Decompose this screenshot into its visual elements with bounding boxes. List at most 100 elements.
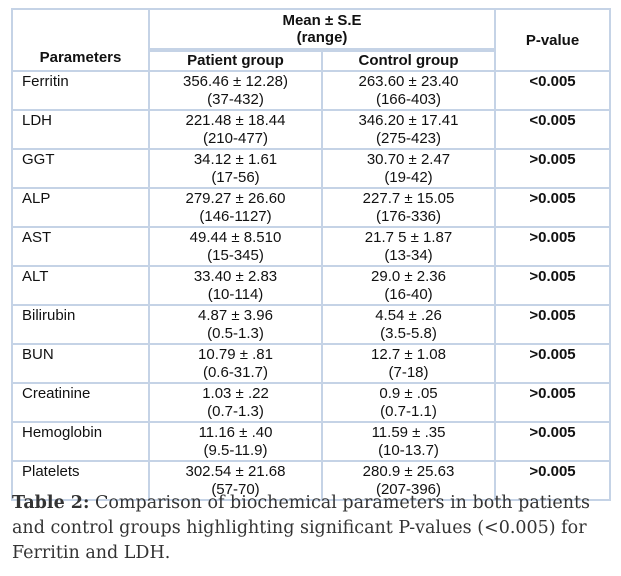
control-group-cell-mean: 11.59 ± .35 — [371, 424, 446, 441]
p-value-cell: >0.005 — [494, 148, 611, 189]
control-group-cell: 11.59 ± .35 (10-13.7) — [321, 421, 496, 462]
patient-group-cell: 1.03 ± .22 (0.7-1.3) — [148, 382, 323, 423]
patient-group-cell-range: (10-114) — [207, 285, 264, 303]
table-row: BUN 10.79 ± .81 (0.6-31.7) 12.7 ± 1.08 (7-18… — [11, 343, 611, 384]
table-row: Bilirubin 4.87 ± 3.96 (0.5-1.3) 4.54 ± .26(… — [11, 304, 611, 345]
patient-group-cell-range: (9.5-11.9) — [203, 441, 268, 459]
patient-group-cell: 221.48 ± 18.44 (210-477) — [148, 109, 323, 150]
patient-group-cell: 34.12 ± 1.61 (17-56) — [148, 148, 323, 189]
p-value-cell: >0.005 — [494, 304, 611, 345]
patient-group-cell-range: (37-432) — [207, 90, 264, 108]
p-value-cell: >0.005 — [494, 460, 611, 501]
control-group-cell: 280.9 ± 25.63 (207-396) — [321, 460, 496, 501]
control-group-cell-range: (3.5-5.8) — [380, 324, 437, 342]
patient-group-cell: 11.16 ± .40 (9.5-11.9) — [148, 421, 323, 462]
table-row: ALT 33.40 ± 2.83 (10-114) 29.0 ± 2.36 (16-40… — [11, 265, 611, 306]
control-group-cell-range: (166-403) — [375, 90, 442, 108]
patient-group-cell-mean: 4.87 ± 3.96 — [198, 307, 273, 324]
control-group-cell: 29.0 ± 2.36 (16-40) — [321, 265, 496, 306]
control-group-cell-mean: 346.20 ± 17.41 — [358, 112, 459, 129]
patient-group-cell-mean: 33.40 ± 2.83 — [193, 268, 278, 285]
results-table-container: Parameters Mean ± S.E (range) P-value Pa… — [11, 8, 611, 501]
patient-group-cell-mean: 34.12 ± 1.61 — [193, 151, 278, 168]
table-row: Hemoglobin 11.16 ± .40 (9.5-11.9) 11.59 ± .… — [11, 421, 611, 462]
caption-label: Table 2: — [12, 493, 90, 513]
patient-group-cell: 279.27 ± 26.60 (146-1127) — [148, 187, 323, 228]
caption-text: Comparison of biochemical parameters in … — [12, 493, 591, 563]
header-mean-line2: (range) — [296, 29, 348, 46]
p-value-cell: >0.005 — [494, 265, 611, 306]
control-group-cell-range: (176-336) — [375, 207, 442, 225]
control-group-cell-mean: 29.0 ± 2.36 — [371, 268, 446, 285]
control-group-cell-range: (7-18) — [388, 363, 429, 381]
parameter-cell: ALT — [11, 265, 150, 306]
parameter-cell: Ferritin — [11, 70, 150, 111]
table-row: LDH 221.48 ± 18.44 (210-477) 346.20 ± 17.41… — [11, 109, 611, 150]
header-parameters: Parameters — [11, 8, 150, 72]
p-value-cell: >0.005 — [494, 343, 611, 384]
control-group-cell: 227.7 ± 15.05 (176-336) — [321, 187, 496, 228]
patient-group-cell-mean: 10.79 ± .81 — [198, 346, 273, 363]
parameter-cell: Creatinine — [11, 382, 150, 423]
table-caption: Table 2: Comparison of biochemical param… — [12, 491, 612, 566]
patient-group-cell-mean: 49.44 ± 8.510 — [189, 229, 282, 246]
parameter-cell: Bilirubin — [11, 304, 150, 345]
patient-group-cell: 10.79 ± .81 (0.6-31.7) — [148, 343, 323, 384]
table-row: ALP 279.27 ± 26.60 (146-1127) 227.7 ± 15.05… — [11, 187, 611, 228]
parameter-cell: Hemoglobin — [11, 421, 150, 462]
patient-group-cell-range: (0.5-1.3) — [207, 324, 264, 342]
control-group-cell-range: (13-34) — [384, 246, 433, 264]
table-row: Creatinine 1.03 ± .22 (0.7-1.3) 0.9 ± .05 (0… — [11, 382, 611, 423]
header-control-group: Control group — [321, 49, 496, 72]
patient-group-cell-range: (0.7-1.3) — [207, 402, 264, 420]
header-mean-se: Mean ± S.E (range) — [148, 8, 496, 52]
p-value-cell: <0.005 — [494, 70, 611, 111]
patient-group-cell-mean: 356.46 ± 12.28) — [183, 73, 288, 90]
parameter-cell: ALP — [11, 187, 150, 228]
parameter-cell: AST — [11, 226, 150, 267]
control-group-cell-mean: 280.9 ± 25.63 — [362, 463, 455, 480]
control-group-cell-range: (16-40) — [384, 285, 433, 303]
control-group-cell: 346.20 ± 17.41 (275-423) — [321, 109, 496, 150]
header-mean-line1: Mean ± S.E — [282, 12, 362, 29]
patient-group-cell-mean: 1.03 ± .22 — [202, 385, 269, 402]
p-value-cell: >0.005 — [494, 187, 611, 228]
control-group-cell-range: (19-42) — [384, 168, 433, 186]
table-row: Platelets 302.54 ± 21.68 (57-70) 280.9 ± 25… — [11, 460, 611, 501]
patient-group-cell-range: (210-477) — [202, 129, 269, 147]
parameter-cell: BUN — [11, 343, 150, 384]
patient-group-cell-mean: 302.54 ± 21.68 — [185, 463, 286, 480]
control-group-cell-mean: 12.7 ± 1.08 — [371, 346, 446, 363]
patient-group-cell-range: (146-1127) — [199, 207, 272, 225]
control-group-cell: 12.7 ± 1.08 (7-18) — [321, 343, 496, 384]
p-value-cell: <0.005 — [494, 109, 611, 150]
control-group-cell-mean: 4.54 ± .26 — [375, 307, 442, 324]
patient-group-cell-range: (57-70) — [211, 480, 260, 498]
control-group-cell-range: (0.7-1.1) — [380, 402, 437, 420]
control-group-cell-range: (10-13.7) — [378, 441, 439, 459]
control-group-cell: 263.60 ± 23.40 (166-403) — [321, 70, 496, 111]
control-group-cell: 30.70 ± 2.47 (19-42) — [321, 148, 496, 189]
parameter-cell: GGT — [11, 148, 150, 189]
patient-group-cell: 4.87 ± 3.96 (0.5-1.3) — [148, 304, 323, 345]
control-group-cell-range: (275-423) — [375, 129, 442, 147]
biochemical-parameters-table: Parameters Mean ± S.E (range) P-value Pa… — [11, 8, 611, 501]
p-value-cell: >0.005 — [494, 421, 611, 462]
patient-group-cell-mean: 279.27 ± 26.60 — [185, 190, 286, 207]
patient-group-cell-mean: 11.16 ± .40 — [198, 424, 273, 441]
control-group-cell-mean: 21.7 5 ± 1.87 — [364, 229, 453, 246]
control-group-cell: 4.54 ± .26 (3.5-5.8) — [321, 304, 496, 345]
table-body: Ferritin 356.46 ± 12.28) (37-432) 263.60 ± … — [11, 70, 611, 501]
parameter-cell: LDH — [11, 109, 150, 150]
control-group-cell-mean: 263.60 ± 23.40 — [358, 73, 459, 90]
patient-group-cell: 33.40 ± 2.83 (10-114) — [148, 265, 323, 306]
header-patient-group: Patient group — [148, 49, 323, 72]
header-p-value: P-value — [494, 8, 611, 72]
patient-group-cell-range: (0.6-31.7) — [202, 363, 269, 381]
control-group-cell: 21.7 5 ± 1.87 (13-34) — [321, 226, 496, 267]
table-row: GGT 34.12 ± 1.61 (17-56) 30.70 ± 2.47 (19-42… — [11, 148, 611, 189]
control-group-cell: 0.9 ± .05 (0.7-1.1) — [321, 382, 496, 423]
p-value-cell: >0.005 — [494, 226, 611, 267]
control-group-cell-mean: 227.7 ± 15.05 — [362, 190, 455, 207]
parameter-cell: Platelets — [11, 460, 150, 501]
